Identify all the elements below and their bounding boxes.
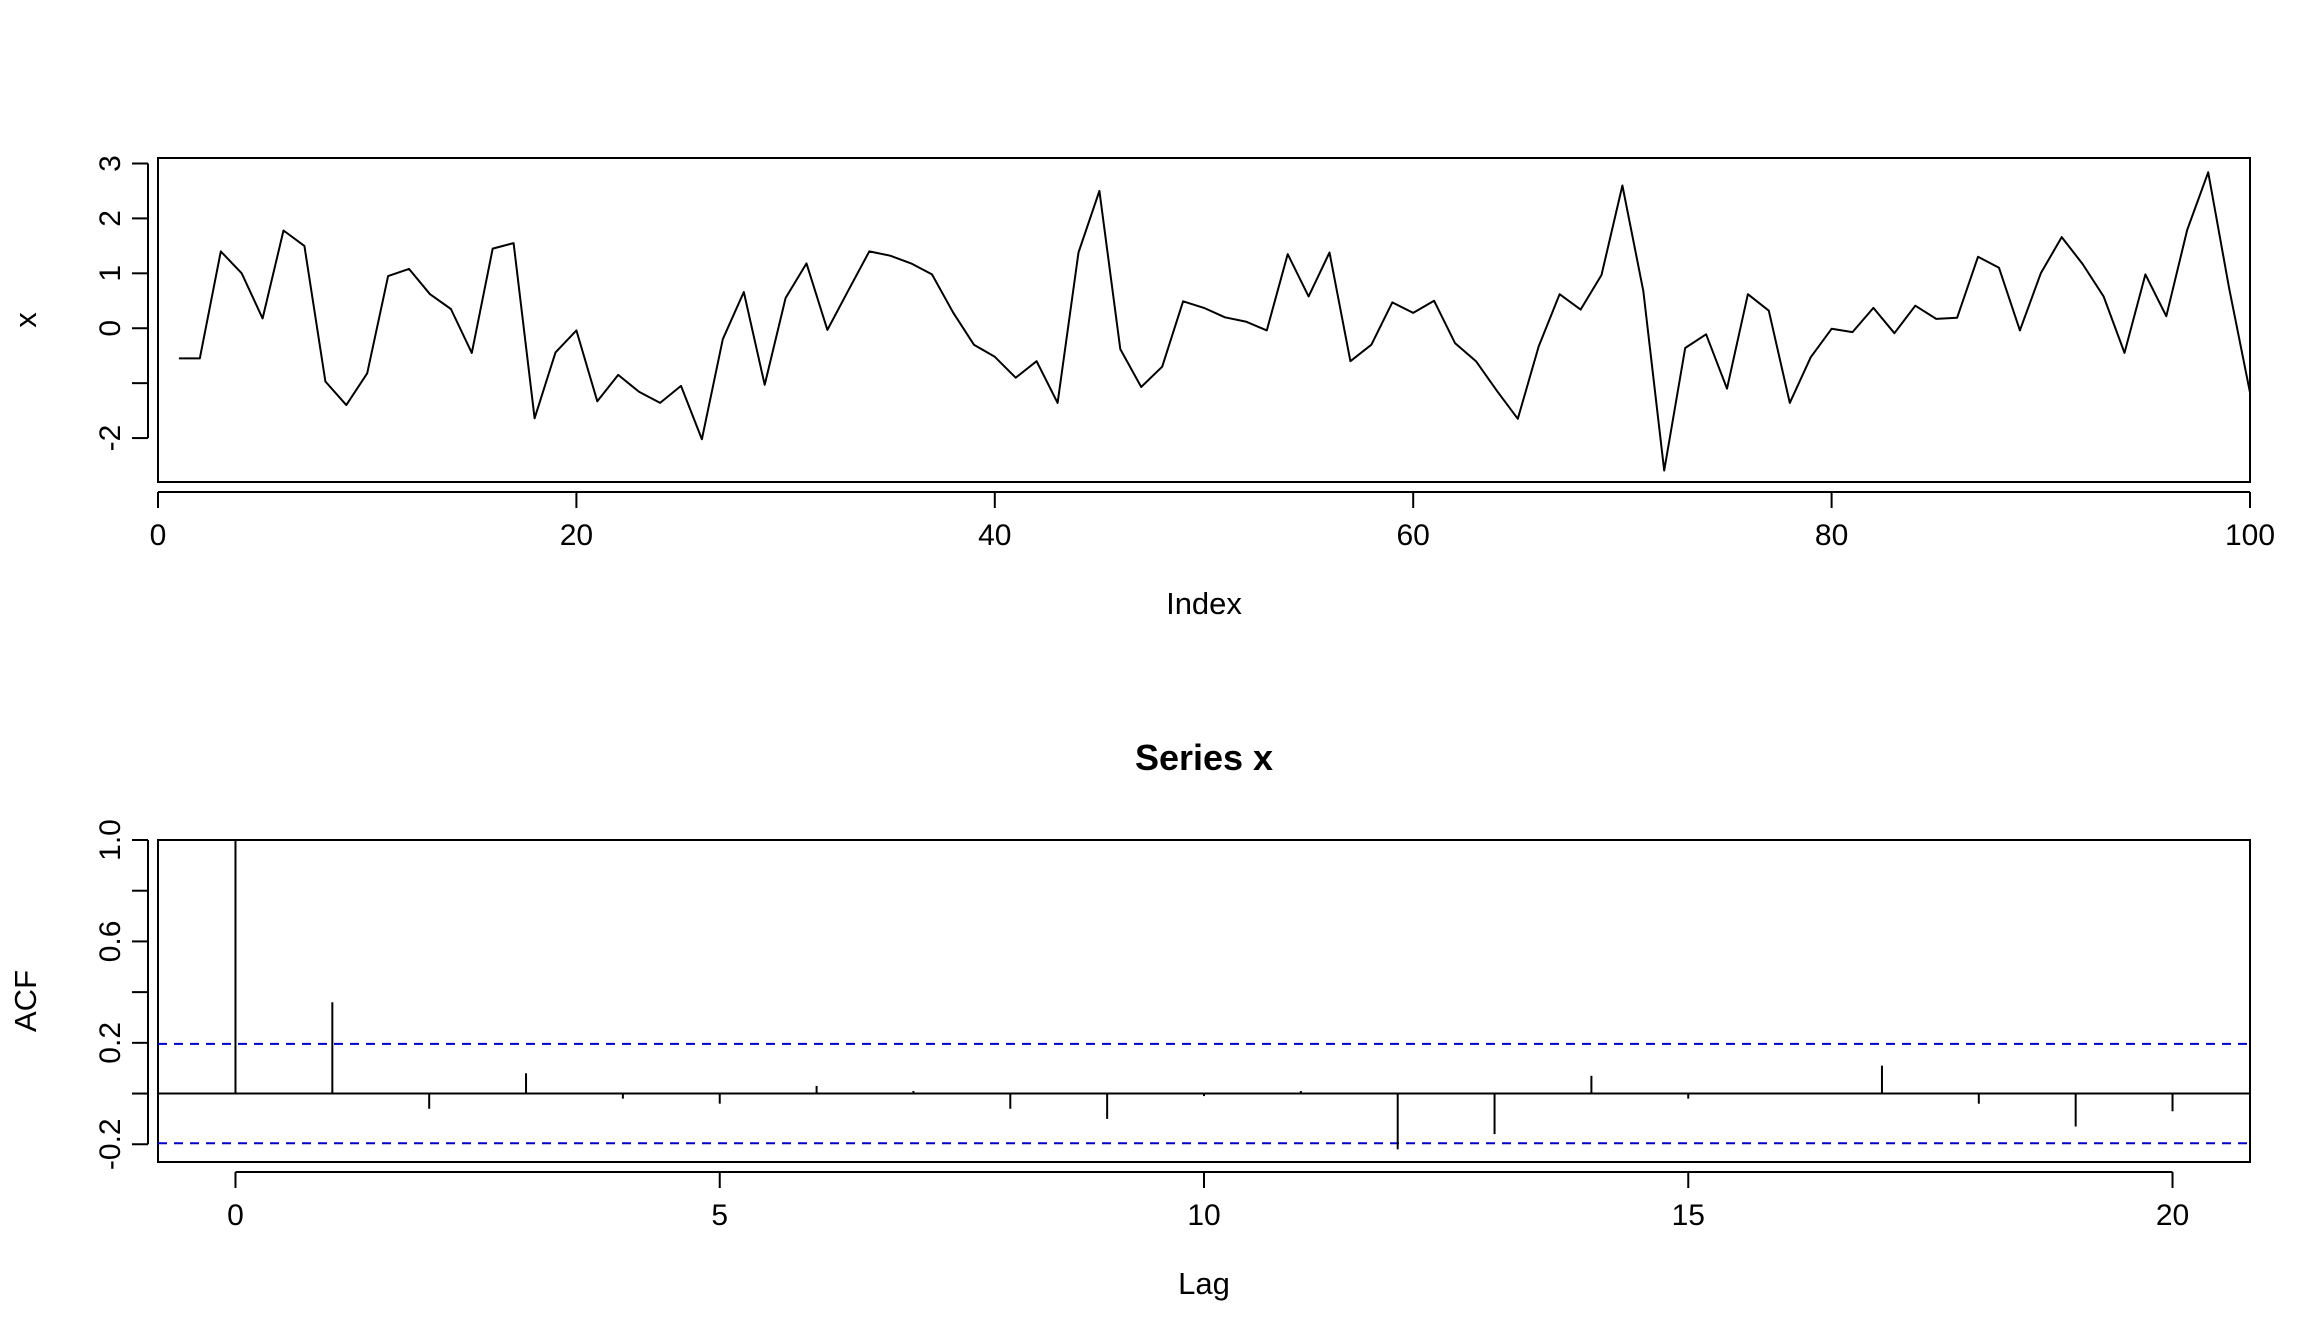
series-line xyxy=(178,171,2251,472)
y-tick-label: 3 xyxy=(94,155,127,172)
x-axis-title: Lag xyxy=(1178,1266,1230,1301)
y-tick-label: 0.2 xyxy=(94,1022,127,1064)
x-tick-label: 80 xyxy=(1815,519,1848,552)
x-tick-label: 0 xyxy=(227,1199,244,1232)
x-tick-label: 5 xyxy=(711,1199,728,1232)
y-axis-title: x xyxy=(8,312,43,328)
x-tick-label: 15 xyxy=(1672,1199,1705,1232)
x-tick-label: 60 xyxy=(1397,519,1430,552)
y-tick-label: -2 xyxy=(94,425,127,452)
x-axis-title: Index xyxy=(1166,586,1242,621)
y-tick-label: 2 xyxy=(94,210,127,227)
y-tick-label: 1.0 xyxy=(94,819,127,861)
x-tick-label: 0 xyxy=(150,519,167,552)
x-tick-label: 100 xyxy=(2225,519,2275,552)
y-tick-label: -0.2 xyxy=(94,1118,127,1170)
y-tick-label: 1 xyxy=(94,265,127,282)
y-tick-label: 0 xyxy=(94,320,127,337)
x-tick-label: 20 xyxy=(2156,1199,2189,1232)
x-tick-label: 40 xyxy=(978,519,1011,552)
chart-title: Series x xyxy=(1135,737,1273,778)
x-tick-label: 10 xyxy=(1187,1199,1220,1232)
plot-frame xyxy=(157,839,2251,1163)
x-tick-label: 20 xyxy=(560,519,593,552)
y-tick-label: 0.6 xyxy=(94,921,127,963)
time-series-panel: 0 20 40 60 80 100 -2 0 1 2 3 Index x xyxy=(8,155,2275,621)
y-axis-title: ACF xyxy=(8,970,43,1032)
plot-frame xyxy=(157,157,2251,483)
acf-panel: 0 5 10 15 20 -0.2 0.2 0.6 1.0 Lag ACF Series x xyxy=(8,737,2251,1301)
